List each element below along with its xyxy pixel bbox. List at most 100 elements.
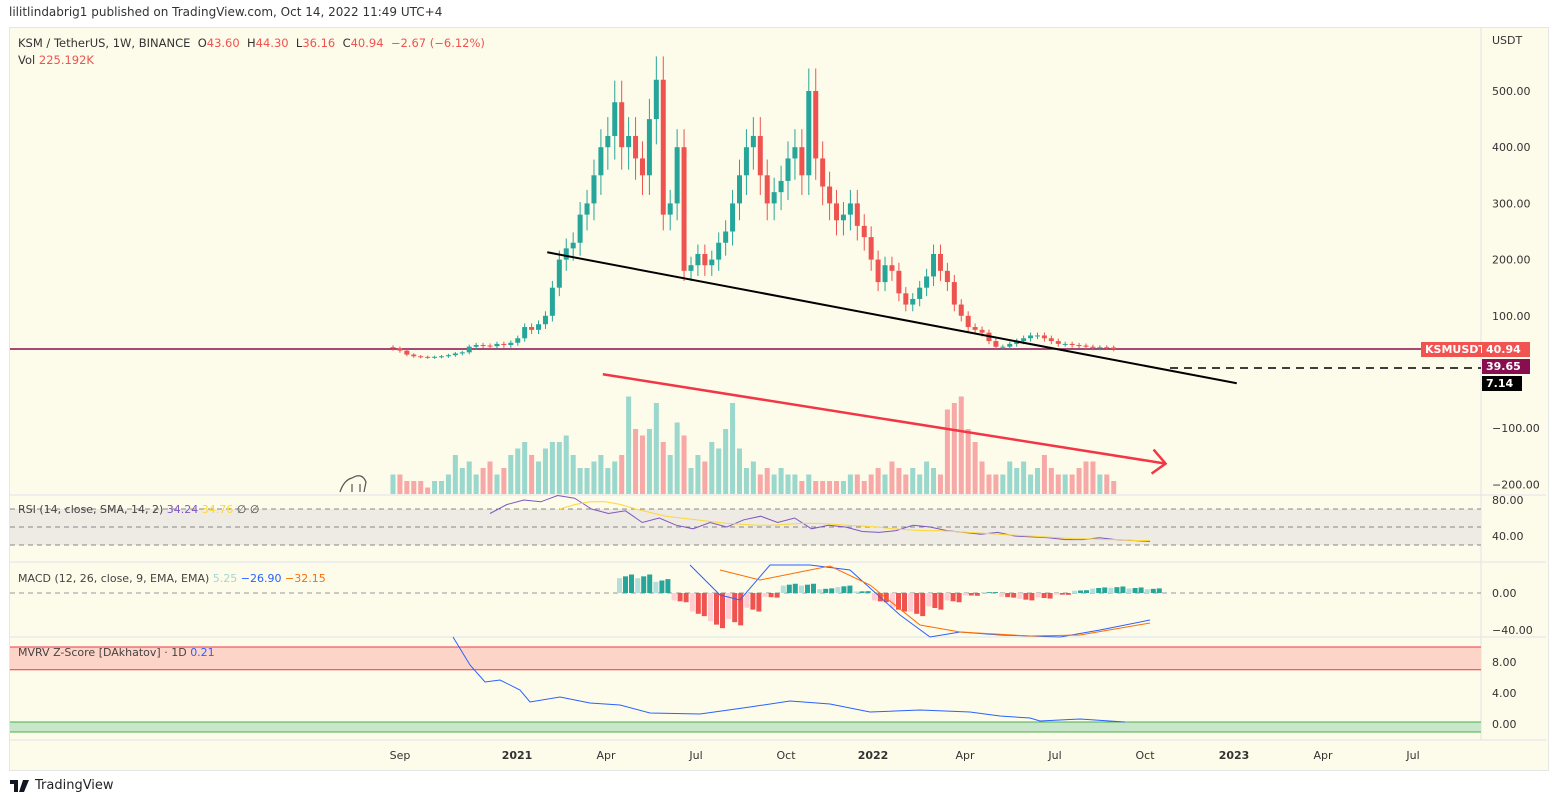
macd-hist-bar	[999, 593, 1005, 597]
macd-hist-bar	[993, 592, 998, 593]
volume-bar	[1062, 474, 1068, 494]
macd-hist-bar	[671, 593, 677, 601]
rsi-tick: 80.00	[1492, 494, 1524, 507]
candle-body	[653, 79, 659, 120]
volume-bar	[473, 474, 479, 494]
macd-title: MACD (12, 26, close, 9, EMA, EMA)	[18, 572, 210, 585]
volume-bar	[1021, 461, 1027, 494]
macd-hist-bar	[786, 584, 792, 593]
volume-bar	[875, 468, 881, 494]
volume-bar	[646, 429, 652, 494]
candle-body	[1055, 341, 1061, 344]
candle-body	[944, 270, 950, 283]
volume-bar	[667, 455, 673, 494]
volume-bar	[813, 481, 819, 494]
price-tick: −200.00	[1492, 478, 1540, 491]
macd-hist-bar	[1035, 593, 1041, 598]
candle-body	[723, 231, 729, 243]
volume-bar	[910, 468, 916, 494]
volume-bar	[1083, 461, 1089, 494]
volume-bar	[529, 455, 535, 494]
macd-hist-bar	[823, 588, 829, 593]
mvrv-value: 0.21	[190, 646, 215, 659]
macd-hist-bar	[932, 593, 938, 608]
candle-body	[522, 327, 528, 339]
time-tick: Apr	[955, 749, 975, 762]
time-tick: 2023	[1219, 749, 1250, 762]
mvrv-legend[interactable]: MVRV Z-Score [DAkhatov] · 1D 0.21	[18, 646, 215, 659]
candle-body	[681, 147, 687, 271]
candle-body	[536, 324, 542, 330]
volume-bar	[515, 448, 521, 494]
candle-body	[626, 135, 632, 148]
time-tick: Jul	[688, 749, 702, 762]
macd-hist-bar	[653, 581, 659, 593]
publisher-line: lilitlindabrig1 published on TradingView…	[9, 5, 443, 19]
rsi-title: RSI (14, close, SMA, 14, 2)	[18, 503, 164, 516]
candle-body	[827, 186, 833, 204]
macd-hist-bar	[1023, 593, 1029, 600]
macd-hist-bar	[1065, 593, 1071, 595]
volume-bar	[937, 474, 943, 494]
volume-bar	[778, 468, 784, 494]
rsi-extra: ∅ ∅	[236, 503, 260, 516]
tradingview-logo-icon	[10, 779, 29, 792]
last-price-label: 40.94	[1482, 342, 1530, 357]
volume-bar	[536, 461, 542, 494]
rsi-legend[interactable]: RSI (14, close, SMA, 14, 2) 34.24 34.76 …	[18, 503, 259, 516]
macd-hist-bar	[708, 593, 713, 622]
candle-body	[875, 259, 881, 283]
candle-body	[730, 203, 736, 232]
macd-legend[interactable]: MACD (12, 26, close, 9, EMA, EMA) 5.25 −…	[18, 572, 326, 585]
volume-bar	[466, 461, 472, 494]
tradingview-footer[interactable]: TradingView	[10, 778, 114, 793]
volume-trend-arrow	[602, 373, 1166, 465]
candle-body	[501, 343, 507, 346]
candle-body	[868, 237, 874, 260]
volume-bar	[958, 396, 964, 494]
macd-hist-bar	[890, 593, 895, 608]
macd-hist-bar	[720, 593, 725, 629]
macd-hist-bar	[853, 591, 859, 593]
volume-bar	[986, 474, 992, 494]
mvrv-title: MVRV Z-Score [DAkhatov] · 1D	[18, 646, 187, 659]
candle-body	[972, 327, 978, 330]
candle-body	[397, 348, 403, 351]
volume-bar	[889, 461, 895, 494]
mvrv-tick: 8.00	[1492, 656, 1517, 669]
candle-body	[702, 253, 708, 266]
candle-body	[425, 356, 431, 358]
time-tick: 2021	[502, 749, 533, 762]
macd-hist-bar	[847, 585, 853, 593]
macd-hist-bar	[908, 593, 914, 612]
rsi-line	[489, 494, 1151, 542]
candle-body	[820, 158, 826, 187]
macd-hist-bar	[647, 574, 653, 593]
macd-hist-bar	[938, 593, 944, 610]
low-value: 36.16	[302, 36, 336, 50]
candle-body	[404, 350, 410, 355]
macd-hist-bar	[1029, 593, 1035, 601]
high-label: H	[247, 36, 256, 50]
candle-body	[840, 214, 846, 221]
volume-bar	[1104, 474, 1110, 494]
volume-bar	[716, 448, 722, 494]
candle-body	[1000, 346, 1006, 348]
time-tick: Oct	[776, 749, 796, 762]
volume-bar	[1034, 468, 1040, 494]
volume-bar	[771, 474, 777, 494]
macd-hist-bar	[1084, 590, 1089, 593]
symbol-title[interactable]: KSM / TetherUS, 1W, BINANCE	[18, 36, 191, 50]
candle-body	[1111, 347, 1117, 349]
volume-bar	[847, 474, 853, 494]
macd-hist-bar	[756, 593, 762, 612]
macd-hist-bar	[950, 593, 956, 602]
macd-hist-bar	[659, 580, 665, 593]
macd-hist-bar	[956, 593, 962, 603]
volume-bar	[702, 461, 708, 494]
candle-body	[778, 180, 784, 193]
macd-hist-bar	[1041, 593, 1047, 598]
candle-body	[432, 356, 438, 358]
volume-bar	[605, 468, 611, 494]
